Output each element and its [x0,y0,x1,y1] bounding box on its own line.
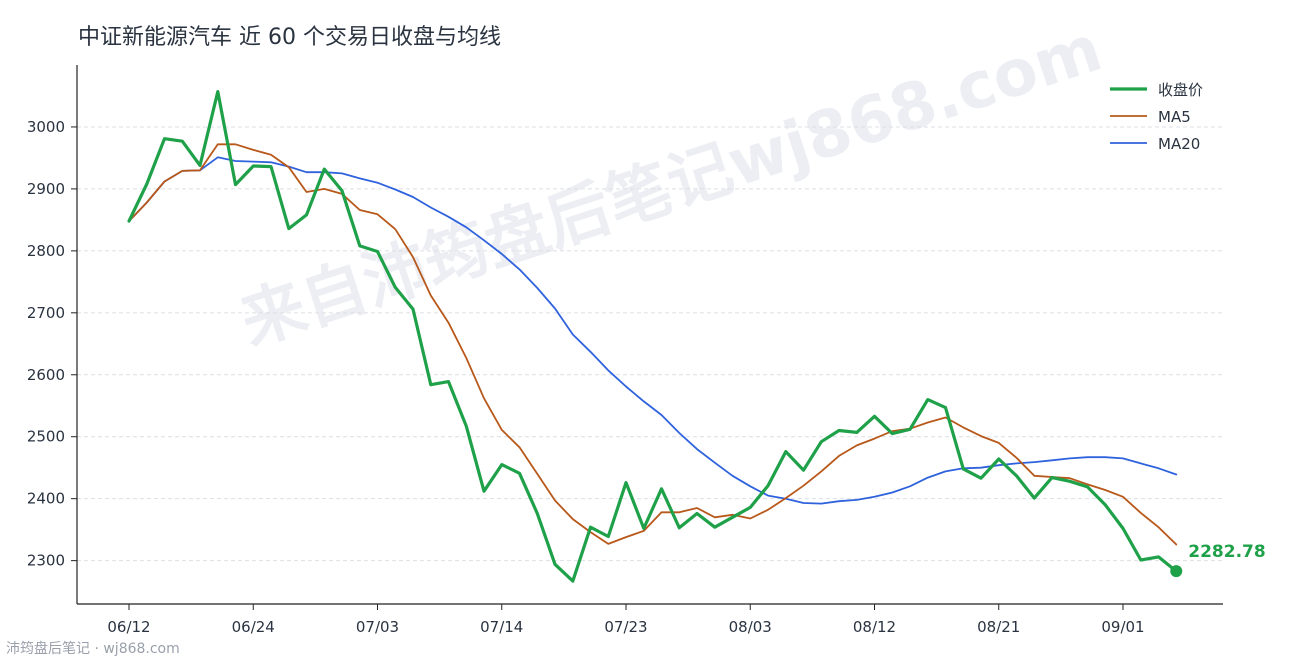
footer-credit: 沛筠盘后笔记 · wj868.com [6,640,180,657]
x-tick-label: 07/03 [356,618,399,636]
gridlines [77,126,1223,562]
legend-label-close: 收盘价 [1158,81,1203,99]
last-value-marker: 2282.78 [1170,542,1266,578]
x-tick-label: 09/01 [1101,618,1144,636]
y-tick-label: 2300 [27,552,65,570]
y-tick-label: 2700 [27,304,65,322]
y-tick-label: 2600 [27,366,65,384]
legend: 收盘价 MA5 MA20 [1110,81,1203,153]
y-tick-label: 2900 [27,180,65,198]
series-lines [127,89,1178,583]
series-line-ma5 [128,143,1178,546]
x-tick-label: 08/12 [853,618,896,636]
y-tick-label: 2400 [27,490,65,508]
series-line-ma20 [128,156,1178,505]
y-tick-label: 2500 [27,428,65,446]
y-axis: 2300 2400 2500 2600 2700 2800 2900 3000 [27,65,78,604]
x-tick-label: 08/21 [977,618,1020,636]
chart-title: 中证新能源汽车 近 60 个交易日收盘与均线 [78,25,501,50]
last-point-dot [1170,565,1183,578]
legend-label-ma5: MA5 [1158,108,1191,126]
x-tick-label: 07/14 [480,618,523,636]
x-tick-label: 08/03 [729,618,772,636]
y-tick-label: 3000 [27,118,65,136]
y-tick-label: 2800 [27,242,65,260]
x-tick-label: 06/24 [232,618,275,636]
series-line-close [127,89,1178,583]
watermark: 来自沛筠盘后笔记wj868.com [232,12,1110,360]
last-value-label: 2282.78 [1188,542,1265,562]
x-axis: 06/12 06/24 07/03 07/14 07/23 08/03 08/12 08/21… [77,603,1223,636]
legend-label-ma20: MA20 [1158,135,1200,153]
x-tick-label: 06/12 [107,618,150,636]
x-tick-label: 07/23 [604,618,647,636]
